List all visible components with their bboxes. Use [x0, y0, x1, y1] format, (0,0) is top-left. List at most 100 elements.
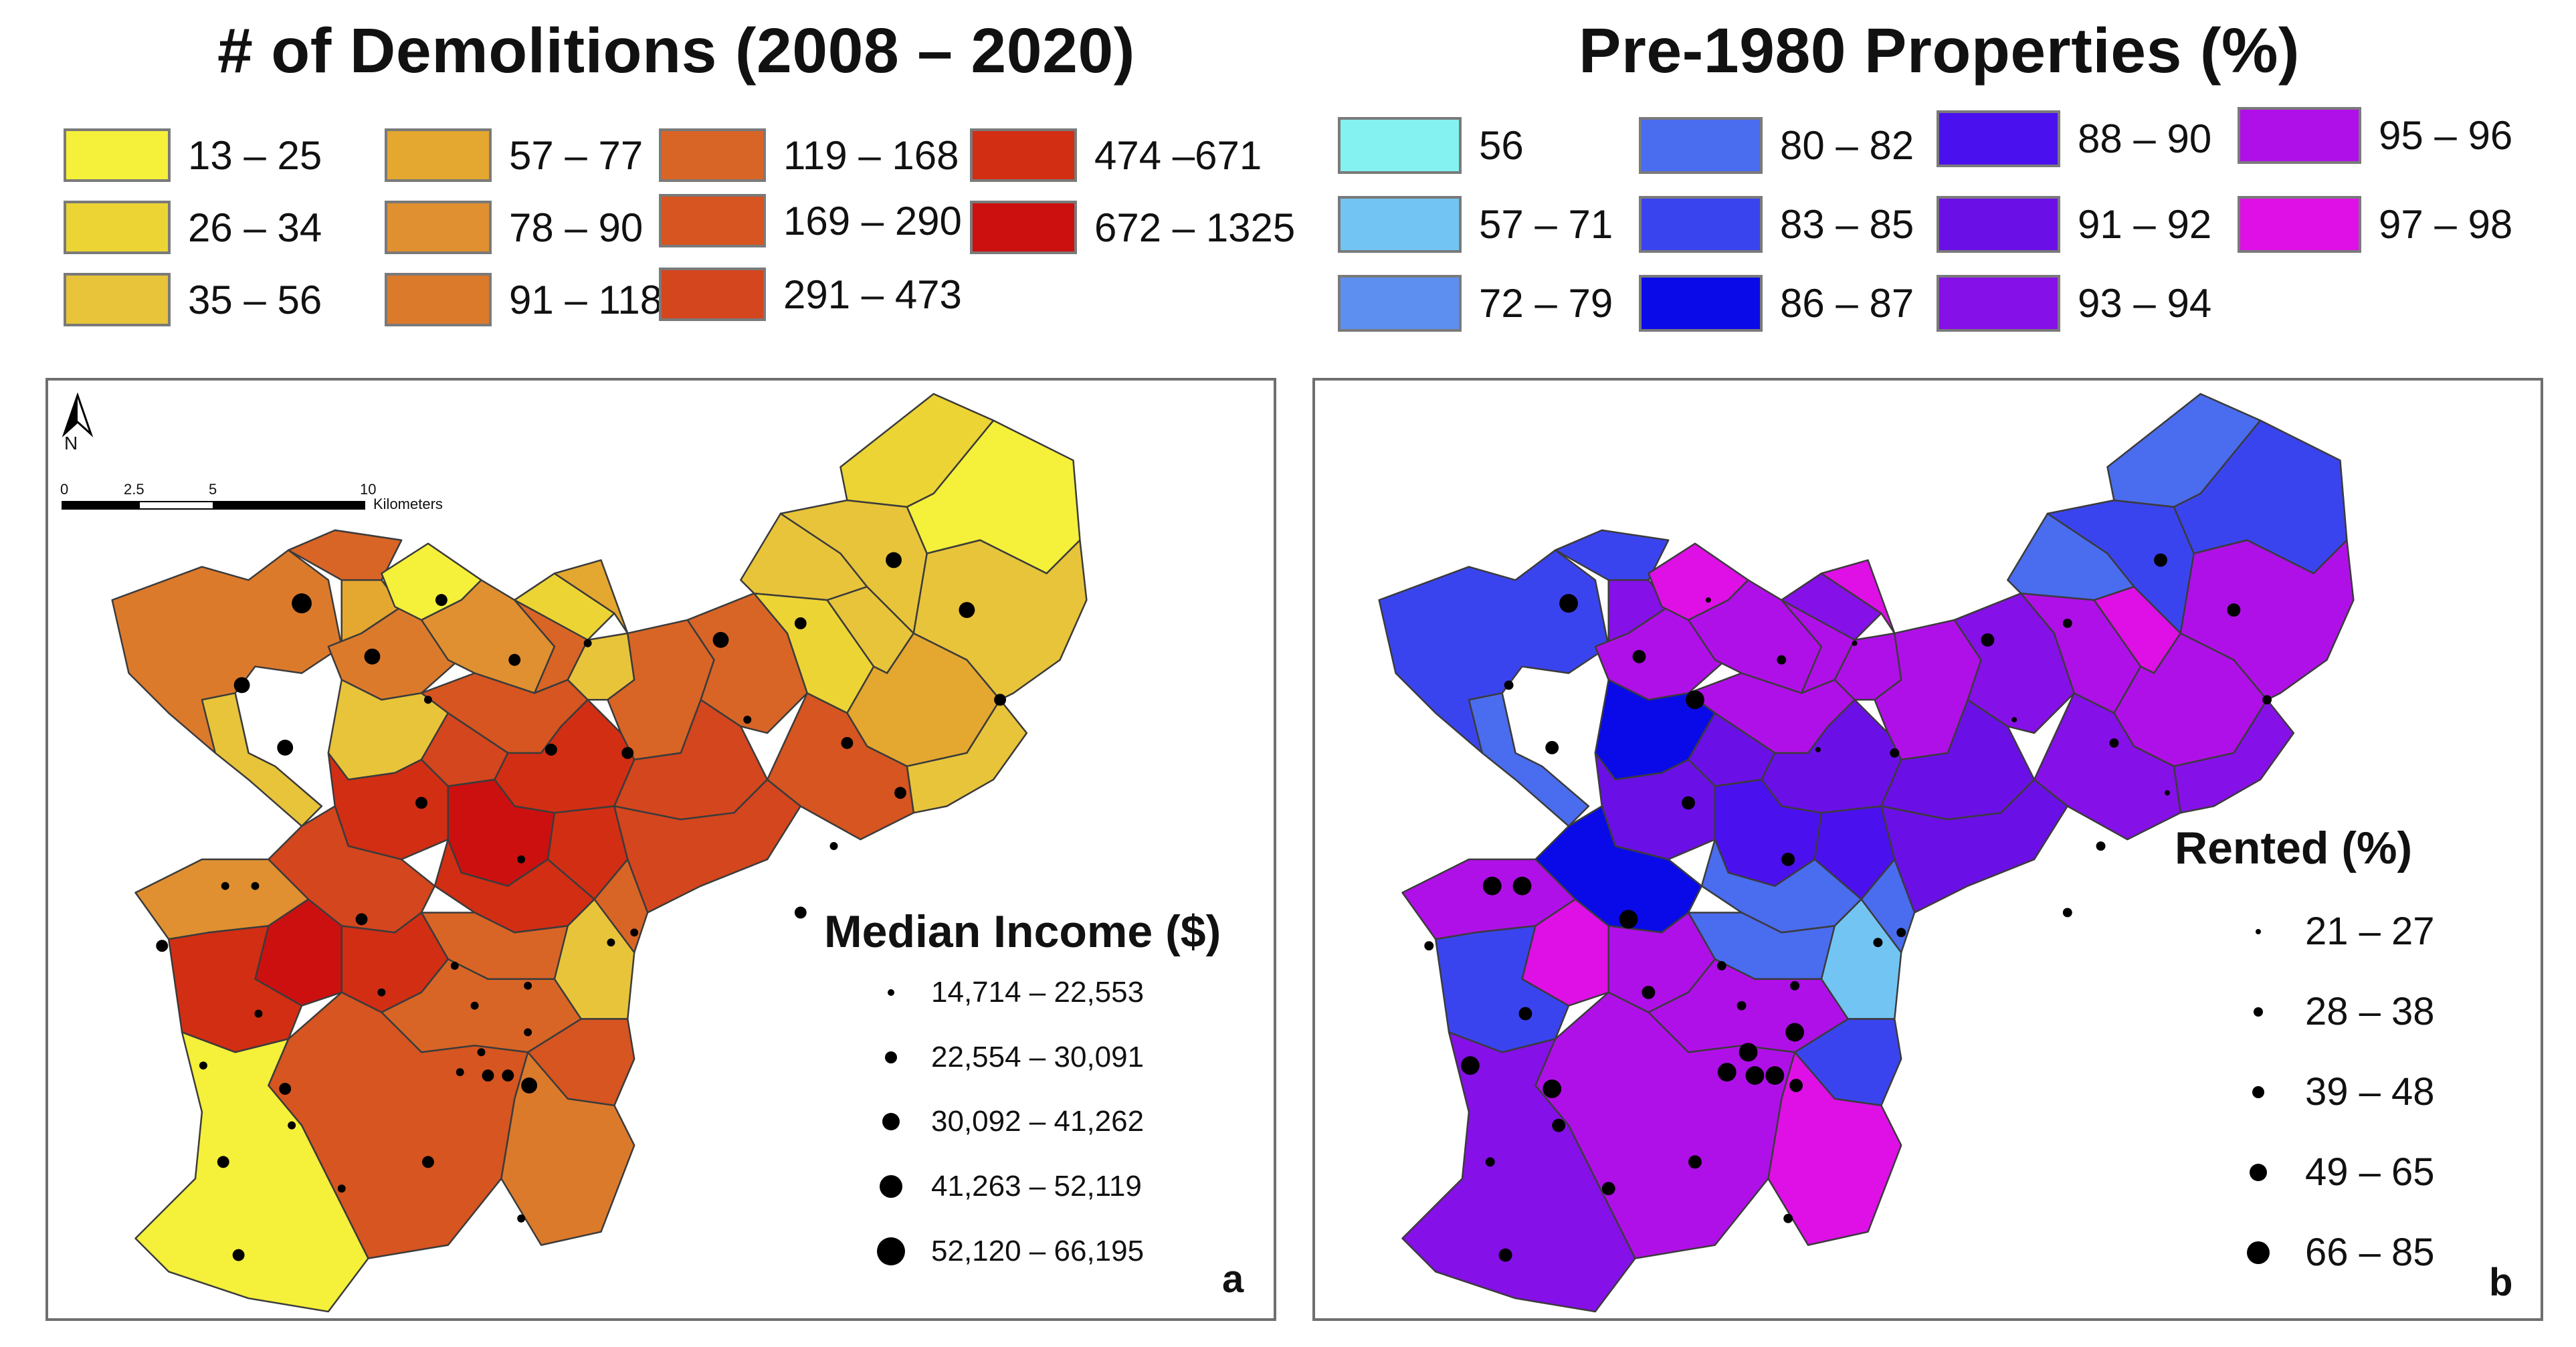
- income-legend-row: 41,263 – 52,119: [864, 1166, 1142, 1207]
- region-manayunk: [201, 692, 323, 827]
- north-arrow: [58, 392, 104, 466]
- pre1980-legend-item: 57 – 71: [1338, 196, 1613, 253]
- map-point: [292, 593, 312, 614]
- legend-dot-icon: [2254, 1007, 2263, 1017]
- region-fishtown: [766, 692, 915, 841]
- income-legend-title: Median Income ($): [824, 906, 1221, 957]
- map-point: [1705, 597, 1711, 603]
- map-point: [1482, 876, 1502, 896]
- income-legend-label: 14,714 – 22,553: [931, 976, 1145, 1009]
- demolitions-legend-item: 474 –671: [970, 128, 1262, 182]
- rented-legend-label: 28 – 38: [2305, 990, 2435, 1033]
- map-point: [422, 1156, 434, 1168]
- map-point: [1890, 748, 1900, 758]
- map-point: [2262, 695, 2272, 705]
- map-point: [470, 1001, 479, 1010]
- pre1980-legend-item: 83 – 85: [1639, 196, 1914, 253]
- legend-label: 91 – 92: [2078, 202, 2212, 247]
- legend-dot-icon: [2247, 1241, 2270, 1264]
- rented-legend-label: 49 – 65: [2305, 1150, 2435, 1194]
- income-legend-row: 22,554 – 30,091: [864, 1037, 1144, 1077]
- legend-swatch: [2238, 196, 2361, 253]
- legend-dot-icon: [880, 1175, 902, 1198]
- map-point: [712, 631, 729, 648]
- map-point: [1981, 633, 1995, 647]
- pre1980-legend-item: 97 – 98: [2238, 196, 2512, 253]
- map-point: [482, 1069, 494, 1082]
- legend-swatch: [1937, 275, 2060, 332]
- map-point: [477, 1048, 486, 1057]
- map-point: [233, 677, 250, 694]
- income-legend-label: 52,120 – 66,195: [931, 1235, 1145, 1267]
- map-point: [829, 842, 838, 850]
- region-holmesburg: [912, 539, 1088, 701]
- scale-segment: [62, 501, 140, 510]
- pre1980-legend-item: 86 – 87: [1639, 275, 1914, 332]
- legend-swatch: [659, 268, 766, 321]
- panel-letter-b: b: [2489, 1261, 2513, 1304]
- map-point: [1498, 1248, 1512, 1262]
- legend-label: 88 – 90: [2078, 116, 2212, 161]
- map-point: [630, 928, 639, 937]
- region-holmesburg: [2179, 539, 2355, 701]
- legend-swatch: [1937, 196, 2060, 253]
- legend-swatch: [1338, 275, 1462, 332]
- legend-swatch: [64, 128, 171, 182]
- pre1980-legend-item: 88 – 90: [1937, 110, 2211, 167]
- map-point: [1601, 1182, 1615, 1196]
- legend-swatch: [970, 201, 1077, 254]
- legend-label: 169 – 290: [783, 198, 962, 243]
- map-point: [1485, 1157, 1495, 1167]
- legend-swatch: [385, 128, 492, 182]
- legend-swatch: [1639, 196, 1763, 253]
- map-point: [743, 716, 752, 724]
- map-point: [959, 602, 975, 618]
- legend-label: 91 – 118: [509, 277, 663, 322]
- map-point: [156, 940, 169, 952]
- legend-label: 26 – 34: [188, 205, 322, 250]
- map-point: [337, 1184, 346, 1193]
- income-legend-row: 30,092 – 41,262: [864, 1102, 1144, 1142]
- scale-segment: [138, 501, 214, 510]
- pre1980-legend-item: 93 – 94: [1937, 275, 2211, 332]
- scale-tick: 5: [209, 481, 217, 498]
- map-point: [254, 1009, 263, 1018]
- legend-label: 86 – 87: [1780, 281, 1914, 326]
- scale-bar: 0 2.5 5 10 Kilometers: [60, 481, 443, 528]
- map-point: [1688, 1155, 1702, 1169]
- region-nw-wiss-1: [111, 549, 342, 754]
- map-point: [2096, 841, 2106, 851]
- map-point: [1781, 852, 1795, 866]
- legend-label: 57 – 77: [509, 132, 643, 178]
- demolitions-legend-item: 169 – 290: [659, 194, 962, 247]
- map-point: [517, 855, 526, 863]
- legend-dot-icon: [877, 1237, 905, 1265]
- rented-legend-row: 28 – 38: [2232, 989, 2435, 1034]
- legend-label: 93 – 94: [2078, 281, 2212, 326]
- map-point: [1543, 1079, 1562, 1098]
- income-legend-label: 30,092 – 41,262: [931, 1105, 1145, 1138]
- map-point: [1518, 1007, 1532, 1021]
- map-point: [251, 882, 260, 890]
- map-point: [794, 617, 807, 629]
- map-point: [1815, 746, 1821, 752]
- legend-swatch: [1338, 196, 1462, 253]
- map-point: [1745, 1066, 1765, 1085]
- pre1980-legend-item: 72 – 79: [1338, 275, 1613, 332]
- map-point: [607, 938, 615, 947]
- map-point: [2062, 908, 2072, 918]
- rented-legend-row: 49 – 65: [2232, 1150, 2435, 1195]
- map-point: [1424, 941, 1434, 951]
- map-point: [508, 653, 521, 666]
- map-point: [1785, 1023, 1805, 1042]
- scale-tick: 10: [360, 481, 377, 498]
- map-point: [2011, 717, 2017, 723]
- pre1980-title: Pre-1980 Properties (%): [1579, 15, 2300, 86]
- rented-legend-label: 39 – 48: [2305, 1070, 2435, 1114]
- demolitions-legend-item: 119 – 168: [659, 128, 959, 182]
- income-legend-label: 41,263 – 52,119: [931, 1170, 1142, 1203]
- map-point: [1545, 740, 1559, 754]
- map-point: [364, 648, 381, 665]
- legend-dot-icon: [888, 989, 894, 996]
- map-point: [1789, 1079, 1803, 1092]
